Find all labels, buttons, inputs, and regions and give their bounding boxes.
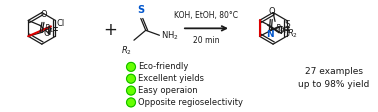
Circle shape bbox=[127, 74, 135, 83]
Text: NH$_2$: NH$_2$ bbox=[161, 29, 179, 42]
Text: 20 min: 20 min bbox=[193, 36, 220, 45]
Text: Excellent yields: Excellent yields bbox=[138, 74, 204, 83]
Text: O: O bbox=[40, 10, 47, 19]
Text: up to 98% yield: up to 98% yield bbox=[298, 80, 370, 89]
Text: $R_2$: $R_2$ bbox=[276, 22, 286, 35]
Text: S: S bbox=[284, 20, 290, 29]
Text: KOH, EtOH, 80°C: KOH, EtOH, 80°C bbox=[175, 11, 239, 20]
Text: OH: OH bbox=[277, 26, 290, 35]
Text: Easy operaion: Easy operaion bbox=[138, 86, 198, 95]
Text: $R_2$: $R_2$ bbox=[121, 44, 132, 57]
Text: 27 examples: 27 examples bbox=[305, 67, 363, 76]
Circle shape bbox=[127, 86, 135, 95]
Text: $R_2$: $R_2$ bbox=[287, 27, 298, 40]
Text: Opposite regioselectivity: Opposite regioselectivity bbox=[138, 98, 243, 107]
Circle shape bbox=[127, 62, 135, 71]
Text: S: S bbox=[137, 4, 144, 15]
Text: O: O bbox=[44, 29, 51, 38]
Text: Eco-friendly: Eco-friendly bbox=[138, 62, 189, 71]
Text: $R_1$: $R_1$ bbox=[44, 22, 54, 35]
Text: Cl: Cl bbox=[57, 19, 65, 28]
Text: N: N bbox=[266, 30, 274, 39]
Text: O: O bbox=[269, 8, 276, 16]
Circle shape bbox=[127, 98, 135, 107]
Text: +: + bbox=[104, 21, 118, 39]
